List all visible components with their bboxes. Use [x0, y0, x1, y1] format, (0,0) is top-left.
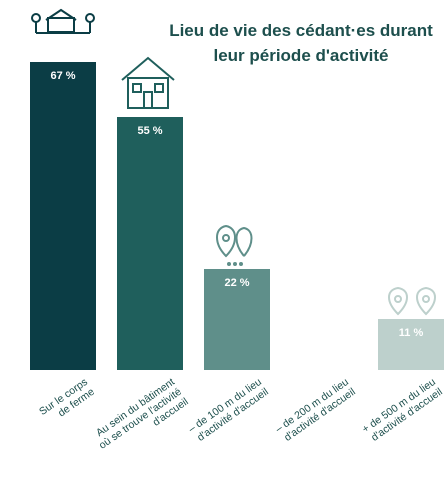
bar: [378, 319, 444, 370]
farm-icon: [31, 8, 95, 34]
bar: [204, 268, 270, 370]
value-label: 67 %: [50, 70, 76, 82]
house-icon: [121, 56, 175, 109]
pin-icon: [216, 224, 253, 266]
value-label: 11 %: [398, 327, 424, 340]
value-label: 55 %: [137, 125, 163, 138]
bar: [117, 117, 183, 370]
bar: [30, 62, 96, 370]
value-label: 22 %: [224, 276, 250, 289]
chart-title: Lieu de vie des cédant·es durant leur pé…: [169, 21, 433, 65]
